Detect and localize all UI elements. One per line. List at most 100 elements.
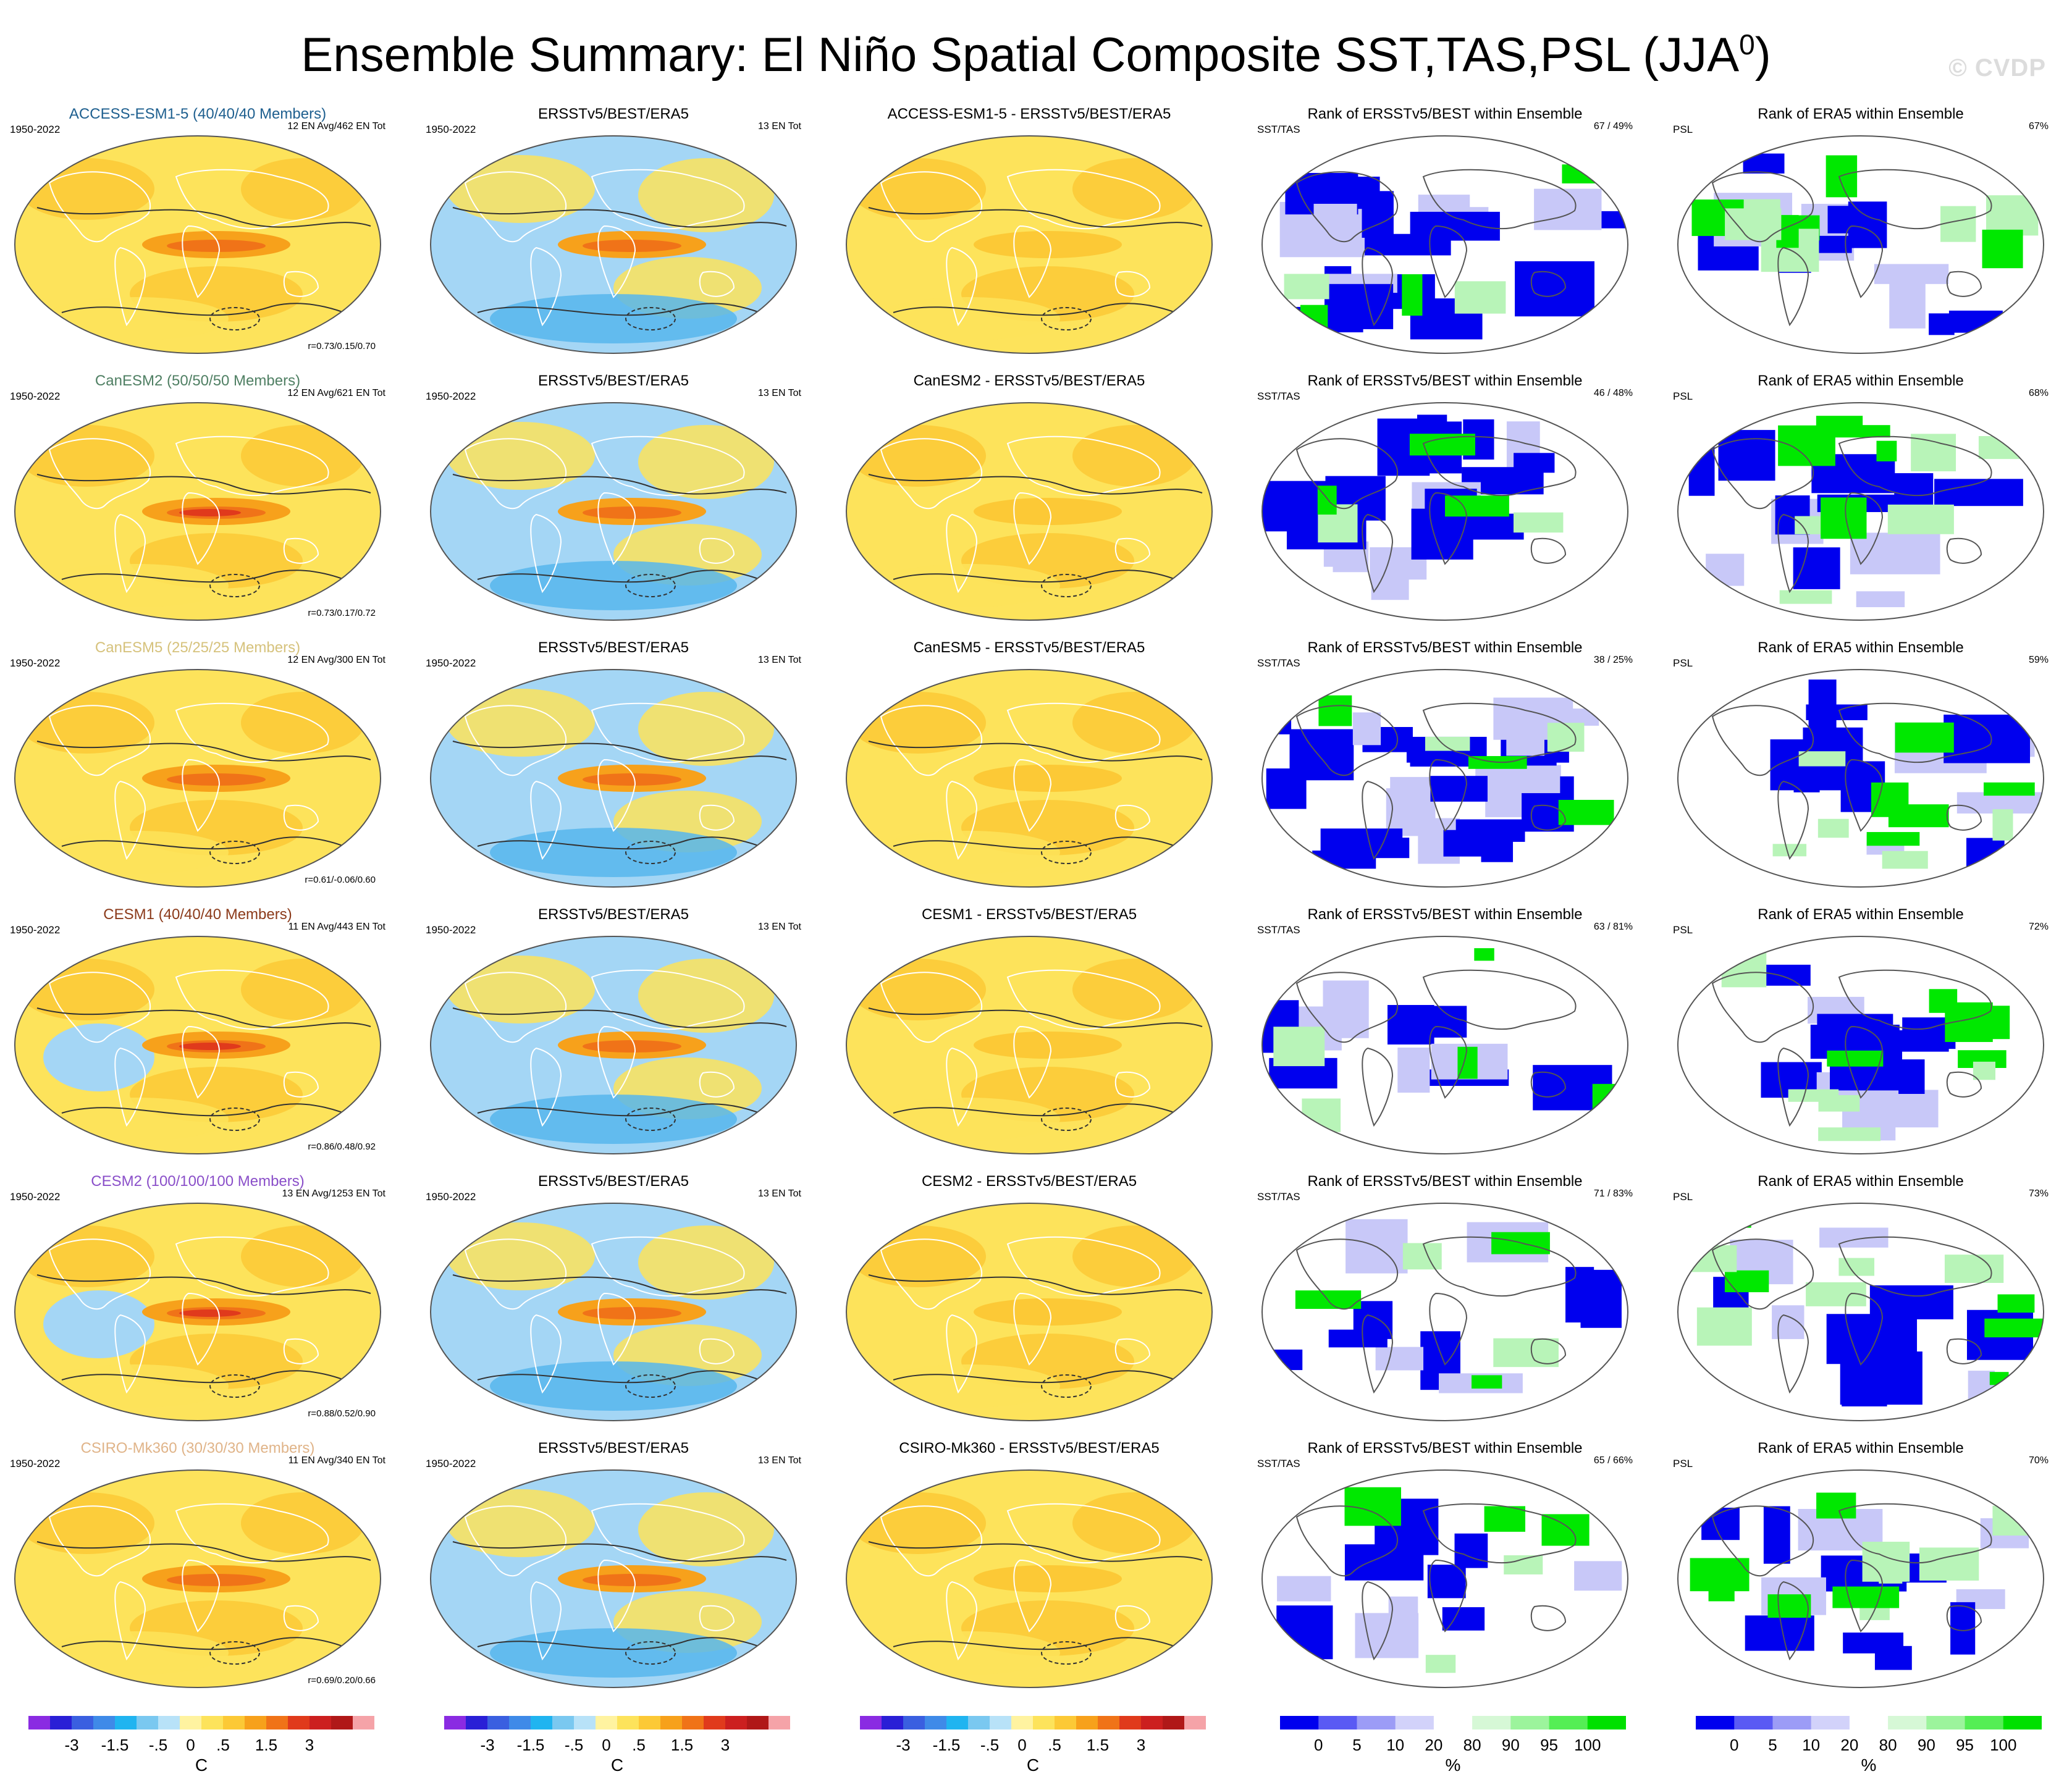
psl-contour	[61, 1103, 359, 1120]
enso-tongue	[974, 765, 1122, 792]
colorbar-swatch	[487, 1716, 510, 1729]
colorbar-tick: 3	[1136, 1736, 1146, 1754]
enso-tongue	[974, 231, 1122, 258]
coastline-australia	[1946, 1071, 1982, 1098]
colorbar-tick: 1.5	[670, 1736, 694, 1754]
obs-map	[430, 402, 797, 621]
panel-model-0: ACCESS-ESM1-5 (40/40/40 Members) 1950-202…	[6, 105, 389, 364]
colorbar-swatch	[353, 1716, 374, 1729]
coastline-americas-north	[464, 1505, 567, 1577]
colorbar-unit: C	[195, 1755, 208, 1775]
obs-map	[430, 1203, 797, 1421]
panel-left-label: 1950-2022	[10, 1191, 61, 1203]
rank2-map	[1677, 402, 2044, 621]
coastline-eurasia	[175, 435, 329, 497]
diff-map	[846, 135, 1213, 354]
colorbar-swatch	[1965, 1716, 2004, 1729]
panel-rank1-0: Rank of ERSSTv5/BEST within Ensemble SST/…	[1253, 105, 1636, 364]
map-boundary	[1261, 1203, 1628, 1421]
psl-contour	[61, 1370, 359, 1387]
pattern-correlation: r=0.88/0.52/0.90	[308, 1408, 376, 1419]
map-boundary	[1261, 1469, 1628, 1688]
coastline-americas-north	[48, 1238, 151, 1310]
coastline-australia	[1114, 537, 1151, 564]
panel-right-label: 11 EN Avg/443 EN Tot	[288, 922, 385, 932]
colorbar-swatch	[2003, 1716, 2042, 1729]
coastline-americas-north	[1295, 438, 1399, 510]
map-boundary	[430, 402, 797, 621]
colorbar-swatch	[682, 1716, 704, 1729]
colorbar-swatch	[1163, 1716, 1185, 1729]
map-boundary	[846, 402, 1213, 621]
panel-right-label: 63 / 81%	[1593, 922, 1633, 932]
colorbar-swatch	[93, 1716, 116, 1729]
panel-title: ERSSTv5/BEST/ERA5	[537, 906, 689, 923]
model-map-field	[15, 936, 381, 1154]
map-boundary	[1677, 402, 2044, 621]
psl-contour	[36, 1541, 371, 1562]
rank2-map-field	[1678, 136, 2044, 353]
panel-right-label: 70%	[2028, 1455, 2049, 1466]
panel-model-1: CanESM2 (50/50/50 Members) 1950-2022 12 EN…	[6, 372, 389, 631]
coastline-africa	[1013, 1292, 1052, 1366]
coastline-americas-north	[1711, 1238, 1814, 1310]
cvdp-watermark: © CVDP	[1948, 54, 2046, 82]
map-boundary	[430, 135, 797, 354]
temp-colorbar-1: -3 -1.5 -.5 0 .5 1.5 3 C	[28, 1713, 374, 1775]
panel-right-label: 13 EN Avg/1253 EN Tot	[282, 1188, 385, 1199]
colorbar-tick: -.5	[980, 1736, 1000, 1754]
psl-contour-negative	[625, 1107, 676, 1131]
colorbar-swatch	[1033, 1716, 1055, 1729]
panel-left-label: 1950-2022	[426, 1191, 476, 1203]
panel-title: Rank of ERA5 within Ensemble	[1758, 372, 1964, 389]
rank2-map-field	[1678, 670, 2044, 887]
coastline-africa	[182, 492, 221, 565]
diff-map-field	[846, 136, 1212, 353]
colorbar-swatch	[266, 1716, 288, 1729]
panel-title: ERSSTv5/BEST/ERA5	[537, 639, 689, 656]
coastline-eurasia	[1006, 435, 1161, 497]
coastline-americas-south	[114, 1581, 146, 1661]
coastline-australia	[283, 1605, 319, 1631]
diff-map-field	[846, 1203, 1212, 1421]
panel-obs-0: ERSSTv5/BEST/ERA5 1950-2022 13 EN Tot	[422, 105, 805, 364]
psl-contour-negative	[209, 1107, 260, 1131]
model-map	[14, 1203, 381, 1421]
colorbar-swatch	[574, 1716, 596, 1729]
colorbar-tick: -3	[480, 1736, 495, 1754]
coastline-americas-south	[114, 1047, 146, 1127]
colorbar-tick: 90	[1501, 1736, 1520, 1754]
colorbar-swatch	[1811, 1716, 1850, 1729]
map-boundary	[1677, 936, 2044, 1154]
coastline-australia	[699, 1338, 735, 1364]
rank-colorbar-1-swatches	[1280, 1716, 1626, 1729]
panel-left-label: 1950-2022	[10, 390, 61, 402]
coastline-americas-north	[48, 705, 151, 776]
psl-contour-negative	[1041, 574, 1092, 597]
coastline-americas-north	[464, 705, 567, 776]
coastline-americas-north	[1711, 1505, 1814, 1577]
coastline-australia	[1530, 1338, 1567, 1364]
psl-contour	[477, 836, 775, 853]
coastline-eurasia	[1422, 169, 1577, 230]
colorbar-swatch	[1849, 1716, 1889, 1729]
coastline-africa	[1845, 759, 1884, 832]
panel-left-label: SST/TAS	[1257, 1191, 1300, 1203]
psl-contour-negative	[209, 841, 260, 864]
panel-left-label: 1950-2022	[426, 924, 476, 936]
colorbar-tick: 90	[1917, 1736, 1935, 1754]
coastline-australia	[1946, 804, 1982, 831]
rank1-map-field	[1262, 136, 1628, 353]
psl-contour-negative	[209, 307, 260, 330]
coastline-eurasia	[1838, 169, 1992, 230]
colorbar-swatch	[466, 1716, 488, 1729]
rank1-map-field	[1262, 670, 1628, 887]
coastline-americas-south	[1362, 1581, 1394, 1661]
colorbar-swatch	[1696, 1716, 1735, 1729]
rank2-map	[1677, 135, 2044, 354]
psl-contour	[452, 1274, 787, 1295]
colorbar-swatch	[769, 1716, 790, 1729]
psl-contour	[452, 1007, 787, 1028]
panel-title: ERSSTv5/BEST/ERA5	[537, 1440, 689, 1456]
temp-colorbar-1-swatches	[28, 1716, 374, 1729]
